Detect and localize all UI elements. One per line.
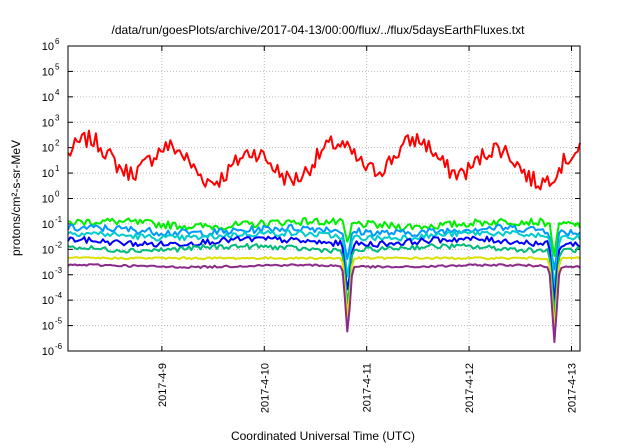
- y-tick-label: 10: [42, 244, 54, 256]
- y-tick-exponent: 3: [55, 113, 60, 122]
- y-tick-exponent: 1: [55, 164, 60, 173]
- y-tick-label: 10: [42, 194, 54, 206]
- x-tick-label: 2017-4-13: [566, 363, 578, 413]
- y-tick-label: 10: [42, 143, 54, 155]
- y-tick-label: 10: [42, 117, 54, 129]
- series-line-7: [67, 256, 581, 330]
- y-tick-label: 10: [42, 346, 54, 358]
- ticks: 10 -610 -510 -410 -310 -210 -110 010 110 210 310 41…: [42, 37, 580, 413]
- series-line-2: [67, 217, 581, 257]
- y-tick-exponent: -5: [55, 317, 63, 326]
- chart-title: /data/run/goesPlots/archive/2017-04-13/0…: [112, 23, 526, 37]
- grid: [68, 46, 580, 351]
- y-tick-label: 10: [42, 92, 54, 104]
- y-tick-label: 10: [42, 270, 54, 282]
- x-tick-label: 2017-4-12: [464, 363, 476, 413]
- y-axis-label: protons/cm²-s-sr-MeV: [9, 140, 23, 256]
- y-tick-label: 10: [42, 219, 54, 231]
- series-line-4: [67, 229, 581, 291]
- series-group: [67, 129, 581, 344]
- x-tick-label: 2017-4-11: [362, 363, 374, 412]
- x-tick-label: 2017-4-9: [157, 363, 169, 407]
- series-line-3: [67, 223, 581, 271]
- series-line-6: [67, 242, 581, 316]
- y-tick-label: 10: [42, 66, 54, 78]
- x-tick-label: 2017-4-10: [259, 363, 271, 413]
- y-tick-exponent: 2: [55, 139, 60, 148]
- y-tick-exponent: -1: [55, 215, 63, 224]
- y-tick-exponent: -4: [55, 291, 63, 300]
- y-tick-exponent: 5: [55, 62, 60, 71]
- series-line-5: [67, 235, 581, 303]
- y-tick-label: 10: [42, 295, 54, 307]
- y-tick-exponent: 6: [55, 37, 60, 46]
- y-tick-exponent: -3: [55, 266, 63, 275]
- y-tick-exponent: 4: [55, 88, 60, 97]
- series-line-8: [67, 263, 581, 344]
- y-tick-label: 10: [42, 41, 54, 53]
- y-tick-label: 10: [42, 321, 54, 333]
- y-tick-exponent: 0: [55, 190, 60, 199]
- x-axis-label: Coordinated Universal Time (UTC): [231, 429, 415, 443]
- y-tick-exponent: -6: [55, 342, 63, 351]
- series-line-1: [67, 129, 581, 191]
- y-tick-exponent: -2: [55, 240, 63, 249]
- plot-frame: [67, 45, 581, 352]
- y-tick-label: 10: [42, 168, 54, 180]
